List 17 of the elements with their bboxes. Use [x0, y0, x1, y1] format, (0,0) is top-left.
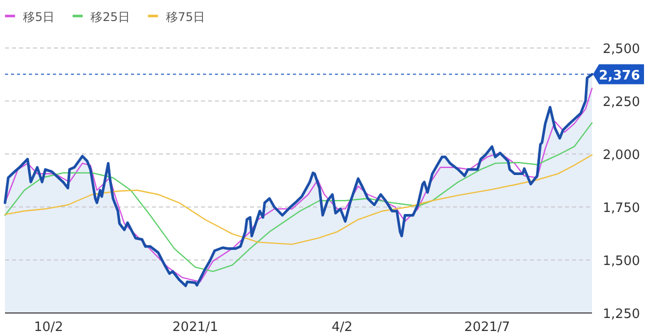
legend-label: 移5日: [23, 10, 55, 24]
line-series: [4, 122, 593, 272]
ref-line-label: 2,376: [598, 68, 640, 84]
y-tick-label: 2,000: [602, 148, 640, 163]
y-tick-label: 2,250: [602, 95, 640, 110]
y-tick-label: 2,500: [602, 42, 640, 57]
y-tick-label: 1,750: [602, 201, 640, 216]
legend-label: 移25日: [90, 10, 130, 24]
line-series: [4, 154, 593, 245]
line-series: [4, 88, 593, 282]
legend-label: 移75日: [166, 10, 206, 24]
x-tick-label: 2021/1: [172, 320, 218, 334]
y-tick-label: 1,250: [602, 307, 640, 322]
x-tick-label: 2021/7: [464, 320, 510, 334]
y-tick-label: 1,500: [602, 254, 640, 269]
x-tick-label: 10/2: [34, 320, 64, 334]
x-tick-label: 4/2: [332, 320, 352, 334]
